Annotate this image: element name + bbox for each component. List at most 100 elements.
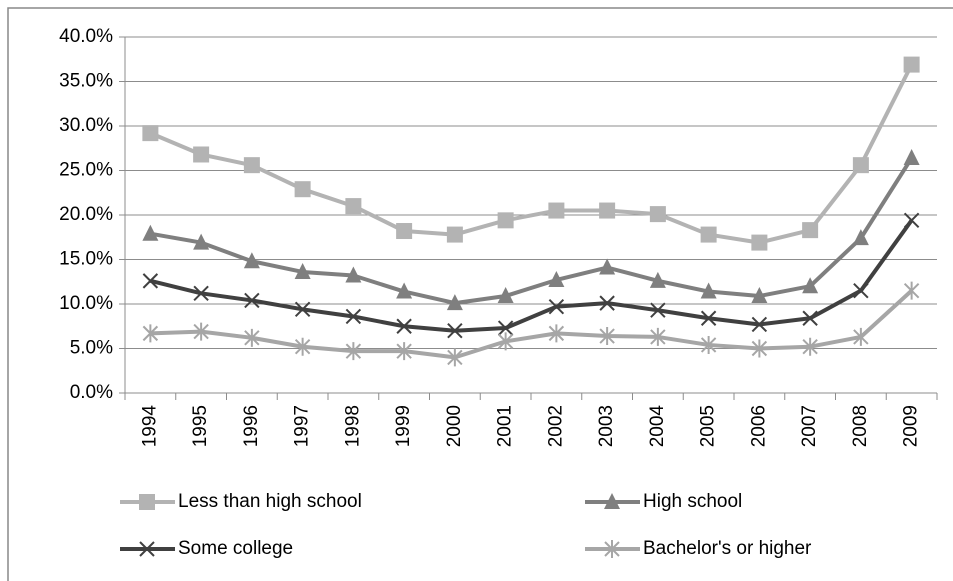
marker [802, 310, 818, 326]
marker [700, 310, 717, 326]
legend-label: Bachelor's or higher [643, 538, 812, 559]
x-tick-label: 2003 [596, 405, 617, 447]
marker [548, 298, 565, 315]
marker [700, 226, 717, 243]
marker [193, 146, 210, 163]
marker [903, 212, 920, 229]
y-tick-label: 10.0% [59, 293, 113, 314]
marker [497, 332, 514, 351]
marker [604, 540, 620, 558]
x-tick-label: 2009 [901, 405, 922, 447]
marker [294, 181, 311, 198]
marker [853, 327, 869, 346]
legend-label: High school [643, 491, 742, 512]
chart-frame [7, 7, 953, 581]
marker [142, 224, 159, 241]
x-tick-label: 1996 [241, 405, 262, 447]
marker [142, 273, 159, 289]
marker [548, 324, 565, 343]
marker [700, 282, 717, 299]
marker [599, 202, 616, 219]
y-tick-label: 15.0% [59, 249, 113, 270]
marker [852, 229, 869, 246]
x-tick-label: 2002 [545, 405, 566, 447]
legend-label: Less than high school [178, 491, 362, 512]
marker [649, 271, 666, 288]
y-tick-label: 20.0% [59, 204, 113, 225]
marker [903, 149, 920, 166]
marker [447, 322, 463, 339]
marker [599, 327, 615, 346]
marker [548, 270, 565, 287]
marker [802, 337, 818, 356]
x-tick-label: 1998 [342, 405, 363, 447]
marker [447, 348, 463, 367]
marker [751, 316, 768, 333]
marker [243, 252, 260, 269]
series-line [149, 219, 914, 333]
series-line [150, 289, 913, 360]
marker [802, 277, 819, 294]
marker [751, 339, 768, 358]
marker [294, 262, 311, 279]
y-tick-label: 25.0% [59, 160, 113, 181]
marker [396, 318, 412, 334]
marker [853, 282, 869, 299]
marker [497, 212, 514, 229]
x-tick-label: 1997 [292, 405, 313, 447]
marker [751, 234, 768, 251]
marker [396, 223, 413, 240]
marker [599, 295, 615, 311]
marker [139, 541, 155, 557]
marker [604, 493, 620, 509]
marker [345, 342, 362, 361]
marker [244, 292, 260, 309]
y-tick-label: 30.0% [59, 115, 113, 136]
marker [650, 327, 666, 346]
marker [294, 337, 311, 356]
y-tick-label: 5.0% [70, 338, 113, 359]
x-tick-label: 2008 [850, 405, 871, 447]
y-tick-label: 0.0% [70, 382, 113, 403]
marker [294, 301, 311, 318]
marker [751, 286, 768, 303]
marker [548, 202, 565, 219]
marker [345, 308, 362, 325]
x-tick-label: 2006 [748, 405, 769, 447]
marker [649, 206, 666, 223]
marker [903, 281, 920, 300]
marker [193, 322, 209, 341]
x-tick-label: 2007 [799, 405, 820, 447]
x-tick-label: 1994 [139, 405, 160, 448]
marker [139, 494, 155, 510]
marker [345, 266, 362, 283]
marker [243, 157, 260, 174]
marker [903, 56, 920, 73]
marker [244, 328, 260, 347]
marker [599, 258, 616, 275]
marker [650, 302, 666, 318]
y-tick-label: 35.0% [59, 71, 113, 92]
marker [852, 157, 869, 174]
x-tick-label: 1999 [393, 405, 414, 447]
marker [142, 324, 159, 343]
marker [396, 282, 413, 299]
series-line [149, 63, 914, 245]
x-tick-label: 1995 [190, 405, 211, 447]
x-tick-label: 2004 [647, 405, 668, 448]
series-line [150, 156, 914, 306]
marker [802, 222, 819, 239]
marker [345, 198, 362, 215]
x-tick-label: 2005 [698, 405, 719, 447]
marker [396, 342, 412, 361]
marker [700, 335, 717, 354]
marker [497, 320, 514, 336]
marker [193, 285, 209, 302]
legend-label: Some college [178, 538, 293, 559]
marker [193, 233, 210, 250]
y-tick-label: 40.0% [59, 26, 113, 47]
x-tick-label: 2001 [495, 405, 516, 447]
marker [446, 294, 463, 311]
x-tick-label: 2000 [444, 405, 465, 447]
